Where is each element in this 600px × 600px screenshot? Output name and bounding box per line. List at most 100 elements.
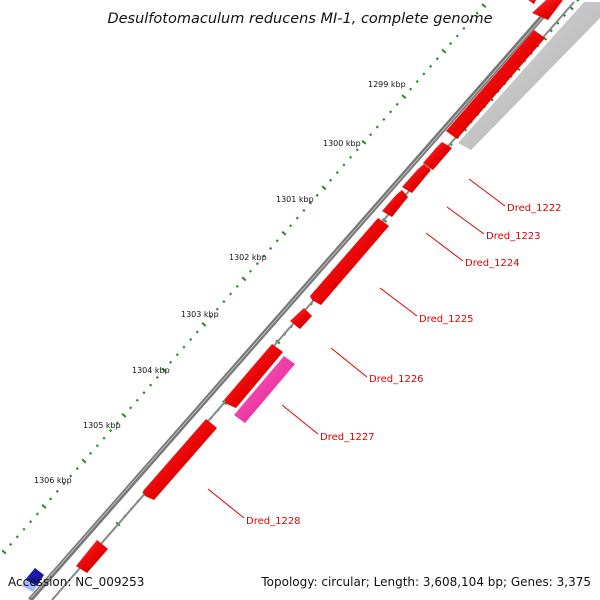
kbp-label-1301: 1301 kbp [276, 195, 314, 204]
outer-tick [302, 208, 306, 213]
outer-tick [121, 413, 127, 418]
outer-tick [55, 489, 59, 493]
outer-tick [129, 406, 133, 410]
outer-tick [315, 193, 319, 197]
outer-tick [35, 512, 39, 516]
outer-tick [455, 34, 459, 38]
cds-arrow-dred-1222-region [446, 30, 545, 139]
leader-dred-1225 [379, 287, 418, 317]
cds-arrow-dred-1227 [234, 356, 295, 423]
kbp-label-1302: 1302 kbp [229, 253, 267, 262]
outer-tick [415, 79, 419, 84]
outer-tick [389, 110, 393, 114]
outer-tick [275, 239, 279, 243]
kbp-label-1304: 1304 kbp [132, 366, 170, 375]
outer-tick [475, 11, 479, 15]
cds-arrow-bottom [76, 540, 108, 573]
leader-dred-1226 [330, 347, 368, 378]
outer-tick [481, 3, 487, 9]
outer-tick [369, 133, 373, 137]
outer-tick [401, 94, 407, 100]
gene-label-leaders [207, 178, 506, 519]
outer-tick [69, 474, 73, 478]
outer-tick [441, 48, 447, 54]
cds-arrow [532, 0, 563, 20]
kbp-label-1305: 1305 kbp [83, 421, 121, 430]
outer-tick [22, 527, 26, 531]
outer-tick [235, 284, 239, 288]
outer-tick [349, 155, 353, 159]
outer-tick [15, 535, 19, 539]
gene-label-dred-1222[interactable]: Dred_1222 [507, 203, 562, 214]
leader-dred-1223 [446, 206, 485, 235]
inner-tick [556, 21, 560, 25]
outer-tick [255, 262, 259, 266]
genome-backbone-highlight [30, 1, 557, 599]
outer-tick [9, 542, 13, 546]
outer-tick [249, 269, 253, 273]
gene-label-dred-1225[interactable]: Dred_1225 [419, 314, 474, 325]
inner-tick [576, 0, 580, 2]
outer-tick [175, 353, 179, 357]
outer-tick [215, 307, 219, 311]
gene-labels: Dred_1222 Dred_1223 Dred_1224 Dred_1225 … [246, 203, 562, 527]
kbp-label-1300: 1300 kbp [323, 139, 361, 148]
outer-tick [189, 337, 193, 342]
gene-label-dred-1226[interactable]: Dred_1226 [369, 374, 424, 385]
cds-forward-track [528, 0, 563, 20]
cds-arrow-dred-1223 [423, 142, 452, 170]
gene-label-dred-1228[interactable]: Dred_1228 [246, 516, 301, 527]
outer-tick [462, 26, 466, 30]
kbp-tick-labels: 1299 kbp 1300 kbp 1301 kbp 1302 kbp 1303… [34, 80, 406, 485]
outer-tick [102, 436, 106, 440]
outer-tick [329, 178, 333, 182]
leader-dred-1227 [281, 404, 319, 435]
outer-tick [321, 185, 327, 191]
outer-tick [335, 171, 339, 175]
outer-tick [435, 57, 439, 61]
cds-arrow-dred-1225 [310, 218, 389, 305]
genome-summary-text: Topology: circular; Length: 3,608,104 bp… [260, 575, 591, 589]
gene-label-dred-1224[interactable]: Dred_1224 [465, 258, 520, 269]
cds-arrow-dred-1225-small [382, 190, 408, 217]
inner-tick [562, 13, 567, 18]
outer-tick [469, 19, 473, 23]
kbp-label-1299: 1299 kbp [368, 80, 406, 89]
gene-label-dred-1227[interactable]: Dred_1227 [320, 432, 375, 443]
outer-tick [29, 520, 33, 524]
outer-tick [361, 139, 367, 145]
gene-label-dred-1223[interactable]: Dred_1223 [486, 231, 541, 242]
outer-tick [75, 466, 79, 471]
cds-reverse-track [76, 30, 545, 573]
outer-tick [169, 360, 173, 364]
outer-tick [209, 315, 213, 319]
cds-arrow [528, 0, 536, 4]
outer-tick [375, 125, 379, 129]
outer-tick [1, 549, 7, 555]
outer-tick [241, 276, 247, 282]
outer-tick [195, 330, 199, 334]
blue-feature [25, 568, 44, 586]
cds-arrow-dred-1224 [402, 164, 431, 193]
accession-text: Accession: NC_009253 [8, 575, 144, 589]
kbp-label-1306: 1306 kbp [34, 476, 72, 485]
outer-tick [395, 102, 399, 106]
outer-tick [448, 41, 453, 46]
outer-tick [89, 451, 93, 455]
gray-feature-track [458, 2, 600, 150]
outer-tick [115, 421, 119, 425]
outer-tick [222, 300, 226, 304]
leader-dred-1224 [425, 232, 464, 262]
outer-tick [355, 148, 359, 152]
outer-tick [81, 458, 87, 464]
outer-tick [382, 117, 386, 122]
inner-tick [549, 29, 553, 33]
outer-tick [262, 254, 266, 258]
cds-arrow-dred-1226 [290, 308, 312, 329]
outer-tick [41, 504, 47, 509]
outer-tick [295, 216, 299, 220]
gc-skew-outer-track [1, 3, 487, 555]
outer-tick [422, 72, 426, 76]
outer-tick [142, 391, 146, 395]
